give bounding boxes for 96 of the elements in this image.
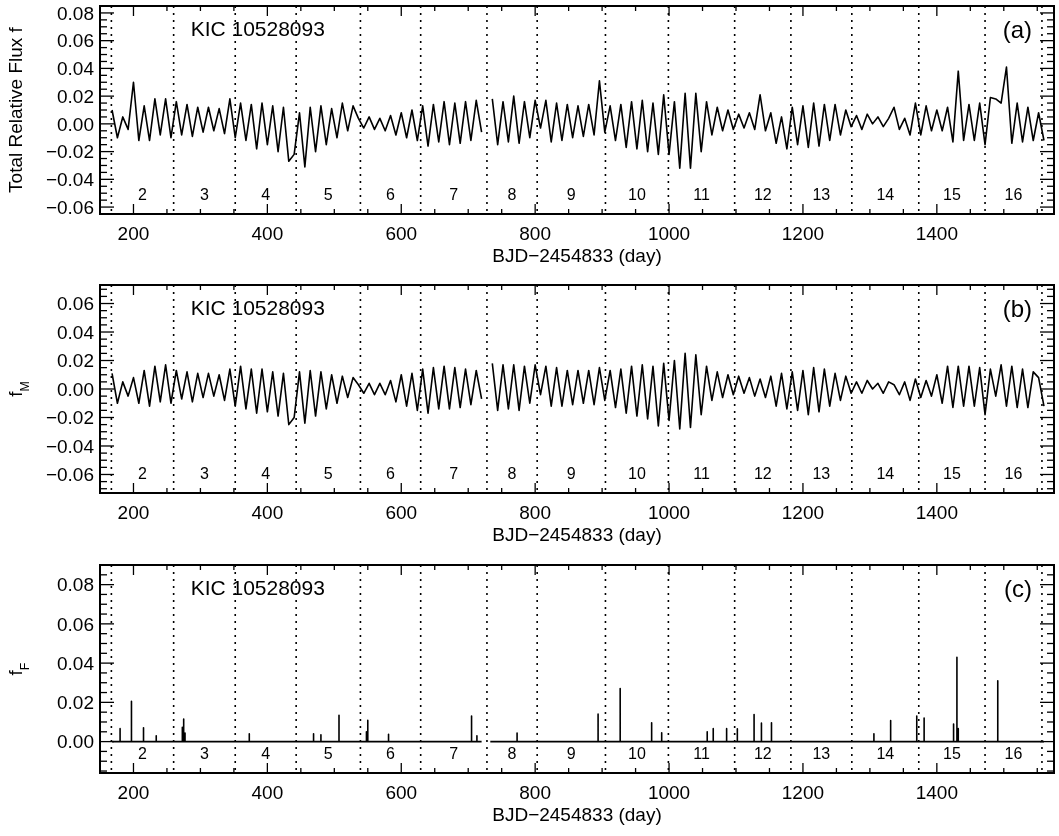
y-tick-label: 0.06 bbox=[57, 30, 94, 52]
annotation: KIC 10528093 bbox=[190, 17, 325, 40]
annotation: 7 bbox=[449, 186, 459, 203]
annotation: 7 bbox=[449, 745, 459, 762]
annotation: 10 bbox=[628, 186, 646, 203]
y-tick-label: 0.08 bbox=[57, 574, 94, 596]
x-tick-label: 200 bbox=[117, 223, 150, 244]
x-tick-label: 1400 bbox=[915, 782, 958, 803]
annotation: 11 bbox=[693, 745, 710, 762]
annotation: 6 bbox=[386, 186, 396, 203]
annotation: 16 bbox=[1004, 745, 1023, 762]
x-tick-label: 400 bbox=[251, 223, 284, 244]
x-tick-label: 1200 bbox=[781, 782, 825, 803]
x-tick-label: 1200 bbox=[781, 223, 825, 244]
annotation: 14 bbox=[876, 745, 895, 762]
x-tick-label: 1200 bbox=[781, 502, 825, 523]
y-tick-label: 0.02 bbox=[57, 85, 94, 107]
y-tick-label: 0.02 bbox=[57, 350, 94, 372]
annotation: 10 bbox=[628, 745, 646, 762]
y-tick-label: 0.04 bbox=[57, 652, 95, 674]
y-tick-label: −0.06 bbox=[45, 196, 94, 218]
y-tick-label: −0.04 bbox=[45, 435, 95, 457]
annotation: 12 bbox=[753, 465, 772, 482]
annotation: 11 bbox=[693, 186, 710, 203]
annotation: 13 bbox=[812, 465, 831, 482]
annotation: 6 bbox=[386, 745, 396, 762]
x-tick-label: 200 bbox=[117, 782, 150, 803]
y-tick-label: 0.06 bbox=[57, 613, 94, 635]
x-tick-label: 400 bbox=[251, 782, 284, 803]
y-tick-label: 0.04 bbox=[57, 321, 95, 343]
annotation: KIC 10528093 bbox=[190, 576, 325, 599]
y-tick-label: −0.06 bbox=[45, 464, 94, 486]
annotation: 10 bbox=[628, 465, 646, 482]
y-tick-label: −0.04 bbox=[45, 168, 95, 190]
annotation: 7 bbox=[449, 465, 459, 482]
annotation: 3 bbox=[199, 465, 209, 482]
annotation: 2 bbox=[138, 745, 148, 762]
x-tick-label: 600 bbox=[385, 502, 418, 523]
x-tick-label: 1000 bbox=[647, 782, 691, 803]
y-tick-label: −0.02 bbox=[45, 141, 94, 163]
annotation: (a) bbox=[1002, 16, 1032, 43]
annotation: 11 bbox=[693, 465, 710, 482]
annotation: (b) bbox=[1002, 295, 1032, 322]
annotation: 4 bbox=[261, 465, 271, 482]
x-tick-label: 1000 bbox=[647, 223, 691, 244]
x-tick-label: 1400 bbox=[915, 502, 958, 523]
x-tick-label: 1400 bbox=[915, 223, 958, 244]
y-tick-label: −0.02 bbox=[45, 407, 94, 429]
x-tick-label: 800 bbox=[519, 782, 552, 803]
x-tick-label: 800 bbox=[519, 502, 552, 523]
annotation: 15 bbox=[943, 465, 961, 482]
annotation: (c) bbox=[1004, 575, 1032, 602]
annotation: 2 bbox=[138, 465, 148, 482]
x-tick-label: 400 bbox=[251, 502, 284, 523]
x-tick-label: 600 bbox=[385, 782, 418, 803]
annotation: 9 bbox=[566, 745, 576, 762]
annotation: 8 bbox=[507, 186, 517, 203]
annotation: KIC 10528093 bbox=[190, 296, 325, 319]
y-tick-label: 0.02 bbox=[57, 692, 94, 714]
annotation: 12 bbox=[753, 186, 772, 203]
annotation: 6 bbox=[386, 465, 396, 482]
x-axis-title: BJD−2454833 (day) bbox=[492, 804, 662, 825]
y-tick-label: 0.00 bbox=[57, 113, 94, 135]
y-tick-label: 0.08 bbox=[57, 2, 94, 24]
y-axis-title: Total Relative Flux f bbox=[5, 26, 26, 193]
x-tick-label: 800 bbox=[519, 223, 552, 244]
annotation: 9 bbox=[566, 465, 576, 482]
annotation: 2 bbox=[138, 186, 148, 203]
annotation: 3 bbox=[199, 186, 209, 203]
x-tick-label: 1000 bbox=[647, 502, 691, 523]
annotation: 16 bbox=[1004, 186, 1023, 203]
annotation: 9 bbox=[566, 186, 576, 203]
annotation: 15 bbox=[943, 186, 961, 203]
y-tick-label: 0.04 bbox=[57, 58, 95, 80]
annotation: 5 bbox=[323, 745, 333, 762]
annotation: 13 bbox=[812, 186, 831, 203]
annotation: 16 bbox=[1004, 465, 1023, 482]
y-tick-label: 0.00 bbox=[57, 731, 94, 753]
annotation: 4 bbox=[261, 745, 271, 762]
x-axis-title: BJD−2454833 (day) bbox=[492, 524, 662, 545]
annotation: 5 bbox=[323, 186, 333, 203]
y-tick-label: 0.06 bbox=[57, 293, 94, 315]
x-axis-title: BJD−2454833 (day) bbox=[492, 245, 662, 266]
x-tick-label: 200 bbox=[117, 502, 150, 523]
annotation: 4 bbox=[261, 186, 271, 203]
annotation: 8 bbox=[507, 745, 517, 762]
annotation: 12 bbox=[753, 745, 772, 762]
annotation: 8 bbox=[507, 465, 517, 482]
annotation: 14 bbox=[876, 465, 895, 482]
annotation: 3 bbox=[199, 745, 209, 762]
annotation: 14 bbox=[876, 186, 895, 203]
annotation: 5 bbox=[323, 465, 333, 482]
x-tick-label: 600 bbox=[385, 223, 418, 244]
annotation: 15 bbox=[943, 745, 961, 762]
annotation: 13 bbox=[812, 745, 831, 762]
y-tick-label: 0.00 bbox=[57, 378, 94, 400]
